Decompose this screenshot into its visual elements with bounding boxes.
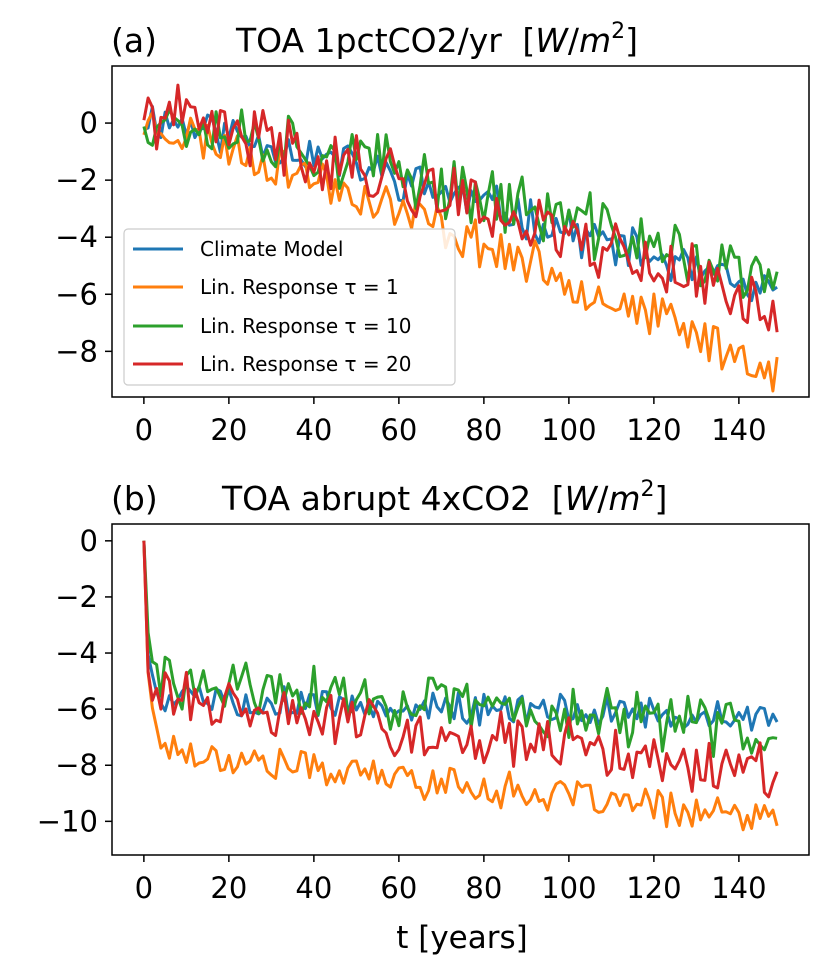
panel-b-units-open: [: [552, 479, 565, 518]
y-tick-label-a-2: −4: [55, 220, 98, 254]
panel-a-units-m: m: [579, 21, 611, 60]
legend: Climate Model Lin. Response τ = 1 Lin. R…: [123, 228, 456, 386]
legend-label-tau-10: Lin. Response τ = 10: [200, 314, 411, 338]
x-tick-label-a-7: 140: [711, 413, 766, 447]
panel-a: (a) TOA 1pctCO2/yr [W/m2] 0 20 40 60 80 100 12…: [55, 19, 810, 447]
legend-label-tau-1: Lin. Response τ = 1: [200, 275, 399, 299]
plot-area-b: [142, 540, 779, 832]
panel-b-title: TOA abrupt 4xCO2 [W/m2]: [221, 477, 667, 518]
x-ticks-b: 0 20 40 60 80 100 120 140: [135, 855, 767, 905]
x-tick-label-b-0: 0: [135, 871, 153, 905]
x-ticks-a: 0 20 40 60 80 100 120 140: [135, 397, 767, 447]
series-line-b-1: [142, 540, 779, 832]
panel-b-units-slash: /: [597, 479, 609, 518]
x-tick-label-b-2: 40: [295, 871, 332, 905]
panel-a-units-open: [: [522, 21, 535, 60]
plot-area-a: [142, 83, 779, 393]
x-tick-label-a-5: 100: [541, 413, 596, 447]
x-tick-label-b-6: 120: [626, 871, 681, 905]
x-tick-label-a-6: 120: [626, 413, 681, 447]
panel-b-units-close: ]: [654, 479, 667, 518]
series-line-a-1: [142, 111, 779, 393]
y-tick-label-a-1: −2: [55, 163, 98, 197]
y-tick-label-b-4: −8: [55, 748, 98, 782]
x-tick-label-a-0: 0: [135, 413, 153, 447]
panel-b-units-w: W: [565, 479, 599, 518]
panel-a-title-text: TOA 1pctCO2/yr: [235, 21, 502, 60]
y-tick-label-b-1: −2: [55, 580, 98, 614]
x-tick-label-a-2: 40: [295, 413, 332, 447]
panel-b-letter: (b): [111, 479, 158, 518]
panel-b: (b) TOA abrupt 4xCO2 [W/m2] 0 20 40 60 80 100…: [37, 477, 810, 956]
panel-a-units-close: ]: [625, 21, 638, 60]
x-tick-label-a-1: 20: [210, 413, 247, 447]
x-tick-label-b-1: 20: [210, 871, 247, 905]
y-tick-label-b-0: 0: [80, 524, 98, 558]
y-tick-label-a-0: 0: [80, 106, 98, 140]
panel-a-units-slash: /: [568, 21, 580, 60]
panel-b-units-exp: 2: [640, 477, 654, 502]
legend-label-tau-20: Lin. Response τ = 20: [200, 352, 411, 376]
x-tick-label-a-3: 60: [380, 413, 417, 447]
series-line-b-2: [142, 540, 778, 758]
axes-frame-b: [111, 523, 810, 856]
panel-a-letter: (a): [111, 21, 157, 60]
axes-frame-a: [111, 65, 810, 398]
x-tick-label-b-5: 100: [541, 871, 596, 905]
x-axis-label: t [years]: [396, 920, 528, 956]
legend-box: [123, 228, 456, 386]
panel-b-title-text: TOA abrupt 4xCO2: [221, 479, 531, 518]
panel-a-units-w: W: [535, 21, 569, 60]
y-tick-label-b-2: −4: [55, 636, 98, 670]
y-tick-label-b-5: −10: [37, 804, 98, 838]
x-tick-label-b-7: 140: [711, 871, 766, 905]
series-line-b-0: [142, 540, 779, 732]
series-line-b-3: [142, 540, 779, 799]
y-ticks-a: 0 −2 −4 −6 −8: [55, 106, 112, 368]
y-tick-label-a-3: −6: [55, 277, 98, 311]
legend-label-climate-model: Climate Model: [200, 237, 343, 261]
y-ticks-b: 0 −2 −4 −6 −8 −10: [37, 524, 112, 838]
x-tick-label-a-4: 80: [465, 413, 502, 447]
y-tick-label-b-3: −6: [55, 692, 98, 726]
panel-a-units-exp: 2: [611, 19, 625, 44]
x-tick-label-b-4: 80: [465, 871, 502, 905]
x-tick-label-b-3: 60: [380, 871, 417, 905]
y-tick-label-a-4: −8: [55, 334, 98, 368]
panel-b-units-m: m: [608, 479, 640, 518]
series-line-a-3: [142, 83, 779, 333]
panel-a-title: TOA 1pctCO2/yr [W/m2]: [235, 19, 638, 60]
